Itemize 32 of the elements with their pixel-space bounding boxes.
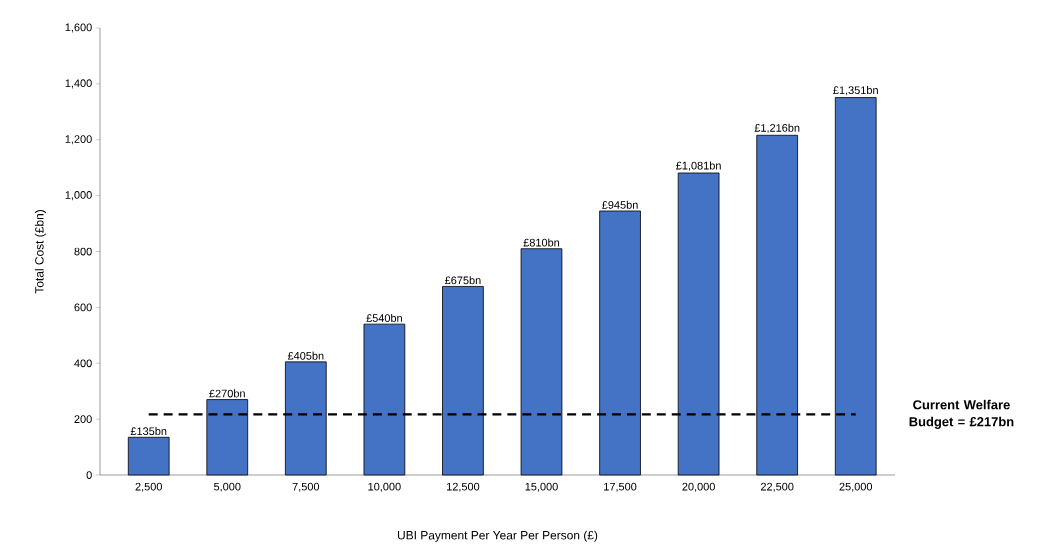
x-tick-label: 12,500 xyxy=(447,482,480,492)
data-label: £270bn xyxy=(209,389,245,398)
data-label: £405bn xyxy=(287,351,324,360)
x-tick-label: 2,500 xyxy=(135,482,162,492)
y-tick-label: 0 xyxy=(86,471,92,479)
x-tick-label: 22,500 xyxy=(760,482,794,492)
x-tick-label: 5,000 xyxy=(213,482,241,492)
y-tick-label: 600 xyxy=(74,303,92,312)
data-label: £1,081bn xyxy=(676,161,721,171)
y-tick-label: 1,400 xyxy=(65,79,92,89)
data-label: £1,351bn xyxy=(833,86,878,96)
y-tick-label: 1,600 xyxy=(65,23,92,33)
y-tick-label: 1,200 xyxy=(65,135,92,145)
x-tick-label: 15,000 xyxy=(525,482,558,492)
y-axis-title: Total Cost (£bn) xyxy=(34,210,46,294)
data-label: £540bn xyxy=(366,313,402,322)
x-axis-title: UBI Payment Per Year Per Person (£) xyxy=(397,530,598,542)
x-tick-label: 20,000 xyxy=(682,482,715,492)
x-tick-label: 25,000 xyxy=(839,482,873,492)
x-tick-label: 7,500 xyxy=(292,482,320,492)
y-tick-label: 200 xyxy=(74,415,92,424)
data-label: £810bn xyxy=(523,238,560,247)
y-tick-label: 400 xyxy=(74,359,92,368)
data-label: £135bn xyxy=(130,427,167,436)
data-label: £675bn xyxy=(444,276,481,285)
data-label: £1,216bn xyxy=(754,123,800,134)
x-tick-label: 17,500 xyxy=(604,482,637,492)
data-label: £945bn xyxy=(602,200,638,209)
ref-line-label: Current Welfare Budget = £217bn xyxy=(909,399,1014,429)
y-tick-label: 800 xyxy=(74,247,92,256)
y-tick-label: 1,000 xyxy=(65,191,92,201)
x-tick-label: 10,000 xyxy=(368,482,401,492)
